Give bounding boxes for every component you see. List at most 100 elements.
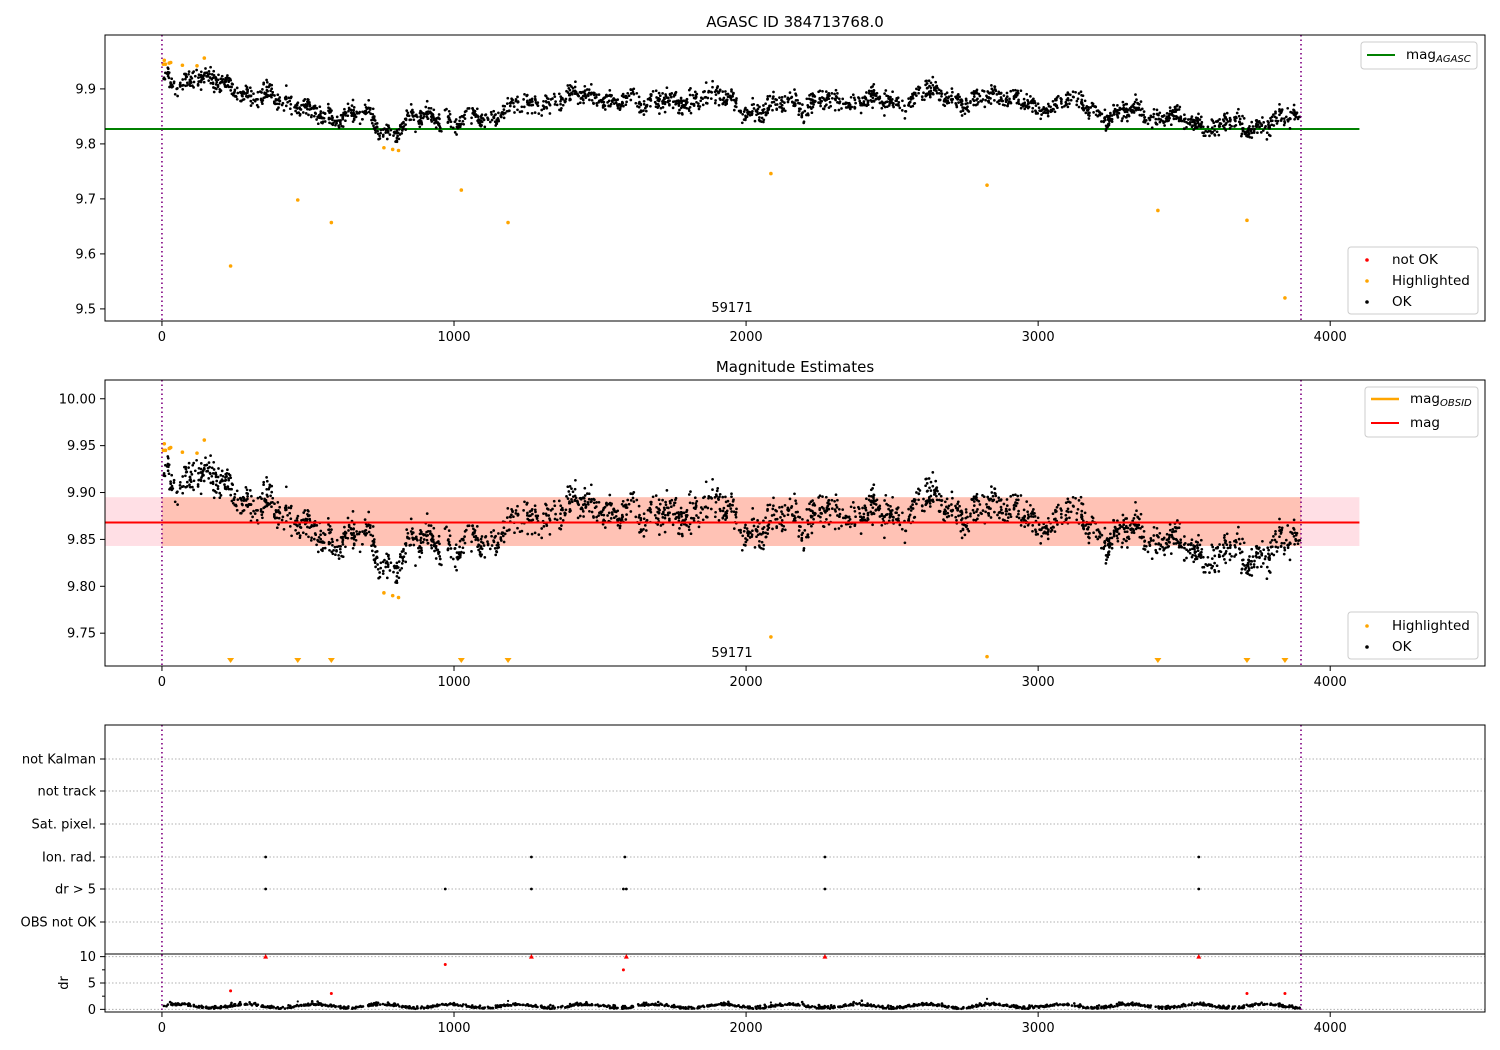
ok-point	[924, 477, 928, 481]
ok-point	[426, 533, 430, 537]
ok-point	[954, 504, 957, 508]
ok-point	[598, 511, 601, 515]
ok-point	[853, 106, 857, 109]
ok-point	[911, 507, 915, 510]
ok-point	[869, 98, 873, 102]
ok-point	[1223, 558, 1226, 561]
ok-point	[477, 548, 480, 552]
ok-point	[211, 81, 215, 85]
ok-point	[1230, 124, 1233, 128]
ok-point	[597, 93, 601, 96]
ok-point	[1023, 525, 1027, 529]
ok-point	[1253, 559, 1256, 563]
ok-point	[1297, 539, 1300, 542]
ok-point	[433, 549, 436, 553]
y-tick-label: 9.85	[67, 533, 96, 548]
ok-point	[590, 499, 593, 503]
ok-point	[695, 92, 699, 96]
ok-point	[202, 80, 206, 84]
ok-point	[1198, 543, 1202, 547]
ok-point	[1235, 111, 1239, 115]
ok-point	[1210, 543, 1214, 547]
ok-point	[1055, 104, 1059, 107]
ok-point	[875, 498, 879, 502]
ok-point	[904, 529, 907, 533]
ok-point	[449, 125, 453, 129]
legend-label-ok: OK	[1392, 639, 1413, 655]
ok-point	[337, 557, 341, 560]
ok-point	[734, 515, 738, 519]
ok-point	[625, 513, 628, 516]
ok-point	[207, 79, 211, 82]
ok-point	[1045, 107, 1048, 110]
ok-point	[626, 498, 630, 502]
ok-point	[745, 115, 749, 119]
ok-point	[1129, 528, 1133, 532]
ok-point	[819, 101, 822, 105]
ok-point	[714, 500, 718, 504]
ok-point	[993, 487, 996, 490]
ok-point	[296, 514, 300, 518]
ok-point	[1076, 97, 1080, 101]
ok-point	[430, 120, 434, 123]
ok-point	[781, 512, 784, 516]
ok-point	[319, 529, 323, 533]
ok-point	[673, 93, 677, 97]
ok-point	[1066, 105, 1070, 109]
ok-point	[837, 108, 841, 112]
ok-point	[970, 498, 974, 501]
ok-point	[760, 112, 763, 115]
ok-point	[350, 104, 354, 107]
ok-point	[286, 100, 289, 104]
ok-point	[1248, 573, 1252, 577]
ok-point	[1228, 540, 1232, 544]
ok-point	[957, 101, 960, 104]
ok-point	[229, 476, 233, 480]
ok-point	[544, 502, 547, 506]
ok-point	[1247, 558, 1251, 562]
ok-point	[204, 456, 207, 460]
ok-point	[862, 512, 866, 516]
ok-point	[943, 508, 947, 512]
ok-point	[935, 89, 938, 93]
ok-point	[1246, 564, 1250, 568]
ok-point	[1261, 562, 1265, 565]
ok-point	[1185, 548, 1188, 552]
ok-point	[803, 529, 807, 532]
ok-point	[1004, 98, 1008, 102]
ok-point	[794, 499, 797, 503]
ok-point	[1189, 542, 1192, 546]
ok-point	[223, 80, 227, 84]
ok-point	[729, 507, 733, 510]
ok-point	[309, 525, 313, 529]
ok-point	[972, 518, 976, 522]
ok-point	[526, 517, 530, 521]
ok-point	[269, 89, 272, 93]
ok-point	[1282, 552, 1286, 556]
ok-point	[576, 94, 580, 97]
ok-point	[1154, 117, 1158, 121]
ok-point	[960, 98, 963, 101]
ok-point	[327, 106, 330, 110]
ok-point	[707, 495, 711, 498]
ok-point	[1196, 546, 1199, 550]
ok-point	[1192, 544, 1195, 547]
ok-point	[1139, 100, 1143, 103]
ok-point	[371, 539, 375, 543]
ok-point	[752, 524, 756, 528]
ok-point	[212, 496, 216, 500]
ok-point	[1149, 537, 1153, 540]
ok-point	[312, 107, 315, 110]
ok-point	[460, 114, 464, 118]
ok-point	[419, 546, 422, 549]
ok-point	[1221, 118, 1225, 121]
panel-magnitude-plot-area	[105, 380, 1360, 666]
ok-point	[392, 565, 396, 568]
ok-point	[1121, 513, 1125, 517]
ok-point	[367, 110, 371, 114]
ok-point	[711, 488, 714, 491]
ok-point	[461, 119, 465, 123]
ok-point	[833, 499, 836, 503]
ok-point	[954, 515, 958, 519]
ok-point	[298, 536, 302, 540]
